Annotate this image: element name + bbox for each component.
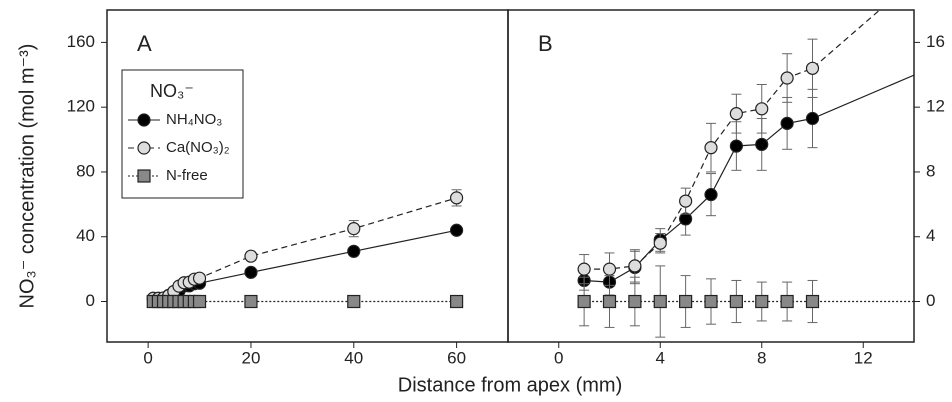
y-tick-label: 0 — [926, 291, 935, 310]
marker — [449, 191, 464, 205]
marker — [449, 223, 464, 237]
y-tick-label: 40 — [76, 226, 95, 245]
marker — [679, 194, 693, 208]
y-tick-label: 80 — [76, 161, 95, 180]
marker — [653, 236, 667, 250]
x-tick-label: 40 — [344, 348, 363, 367]
marker — [602, 262, 617, 276]
y-tick-label: 8 — [926, 161, 935, 180]
x-tick-label: 4 — [656, 348, 665, 367]
y-tick-label: 0 — [86, 291, 95, 310]
marker — [628, 259, 642, 273]
marker — [137, 141, 151, 155]
marker — [780, 116, 794, 130]
x-tick-label: 20 — [241, 348, 260, 367]
panel-frame — [507, 9, 915, 343]
marker — [679, 212, 693, 226]
marker — [137, 113, 151, 127]
x-tick-label: 0 — [143, 348, 152, 367]
marker — [244, 249, 258, 263]
panel-label: A — [137, 31, 152, 56]
x-tick-label: 12 — [854, 348, 873, 367]
plot-area — [146, 189, 464, 309]
marker — [755, 102, 769, 116]
marker — [780, 71, 794, 85]
marker — [244, 294, 258, 309]
y-axis-label: NO₃⁻ concentration (mol m⁻³) — [16, 44, 38, 309]
legend-label: Ca(NO₃)₂ — [166, 139, 230, 156]
marker — [577, 262, 591, 276]
plot-area — [577, 10, 914, 338]
marker — [704, 141, 718, 155]
marker — [347, 222, 361, 236]
legend-label: NH₄NO₃ — [166, 111, 222, 128]
marker — [192, 294, 207, 309]
y-tick-label: 12 — [926, 97, 945, 116]
legend-label: N-free — [166, 167, 208, 184]
y-tick-label: 160 — [67, 32, 95, 51]
x-tick-label: 8 — [757, 348, 766, 367]
series-line — [584, 10, 881, 270]
panel-label: B — [538, 31, 553, 56]
marker — [729, 139, 743, 153]
marker — [704, 294, 718, 309]
marker — [577, 294, 591, 309]
marker — [347, 244, 361, 258]
marker — [347, 294, 361, 309]
marker — [653, 294, 667, 309]
marker — [805, 61, 820, 75]
marker — [679, 294, 693, 309]
marker — [192, 271, 207, 285]
marker — [137, 169, 151, 183]
x-axis-label: Distance from apex (mm) — [398, 374, 623, 396]
marker — [628, 294, 642, 309]
legend-title: NO₃⁻ — [150, 81, 194, 101]
marker — [449, 294, 464, 309]
marker — [805, 294, 820, 309]
y-tick-label: 120 — [67, 97, 95, 116]
marker — [602, 294, 617, 309]
marker — [805, 111, 820, 126]
marker — [729, 107, 743, 121]
marker — [704, 188, 718, 202]
y-tick-label: 4 — [926, 226, 935, 245]
marker — [755, 294, 769, 309]
y-tick-label: 16 — [926, 32, 945, 51]
x-tick-label: 0 — [554, 348, 563, 367]
marker — [729, 294, 743, 309]
marker — [780, 294, 794, 309]
marker — [244, 265, 258, 279]
marker — [755, 137, 769, 152]
legend-box — [121, 69, 244, 199]
x-tick-label: 60 — [447, 348, 466, 367]
